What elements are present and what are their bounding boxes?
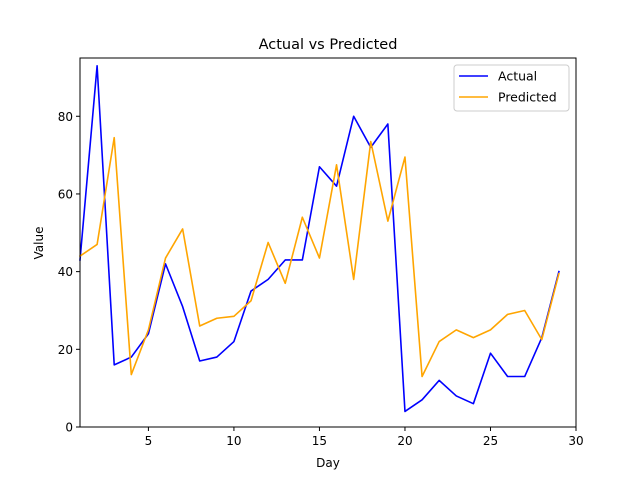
x-tick-label-5: 5 <box>145 434 153 448</box>
series-line-predicted <box>78 136 560 378</box>
y-tick-label-60: 60 <box>58 187 73 201</box>
plot-frame <box>79 57 577 428</box>
legend-label-actual: Actual <box>498 69 537 84</box>
x-axis: 5 10 15 20 25 30 <box>145 427 584 448</box>
x-tick-label-15: 15 <box>312 434 327 448</box>
chart-title: Actual vs Predicted <box>259 37 398 53</box>
x-tick-label-10: 10 <box>226 434 241 448</box>
y-tick-label-80: 80 <box>58 110 73 124</box>
y-tick-label-40: 40 <box>58 265 73 279</box>
x-tick-label-25: 25 <box>483 434 498 448</box>
y-tick-label-20: 20 <box>58 343 73 357</box>
y-tick-label-0: 0 <box>65 421 73 435</box>
x-tick-label-20: 20 <box>397 434 412 448</box>
series-layer <box>78 64 560 413</box>
x-axis-label: Day <box>316 456 340 470</box>
legend-label-predicted: Predicted <box>498 90 557 105</box>
legend: Actual Predicted <box>453 64 570 112</box>
y-axis: 0 20 40 60 80 <box>58 110 80 435</box>
y-axis-label: Value <box>32 227 46 260</box>
series-line-actual <box>79 64 560 413</box>
x-tick-label-30: 30 <box>568 434 583 448</box>
